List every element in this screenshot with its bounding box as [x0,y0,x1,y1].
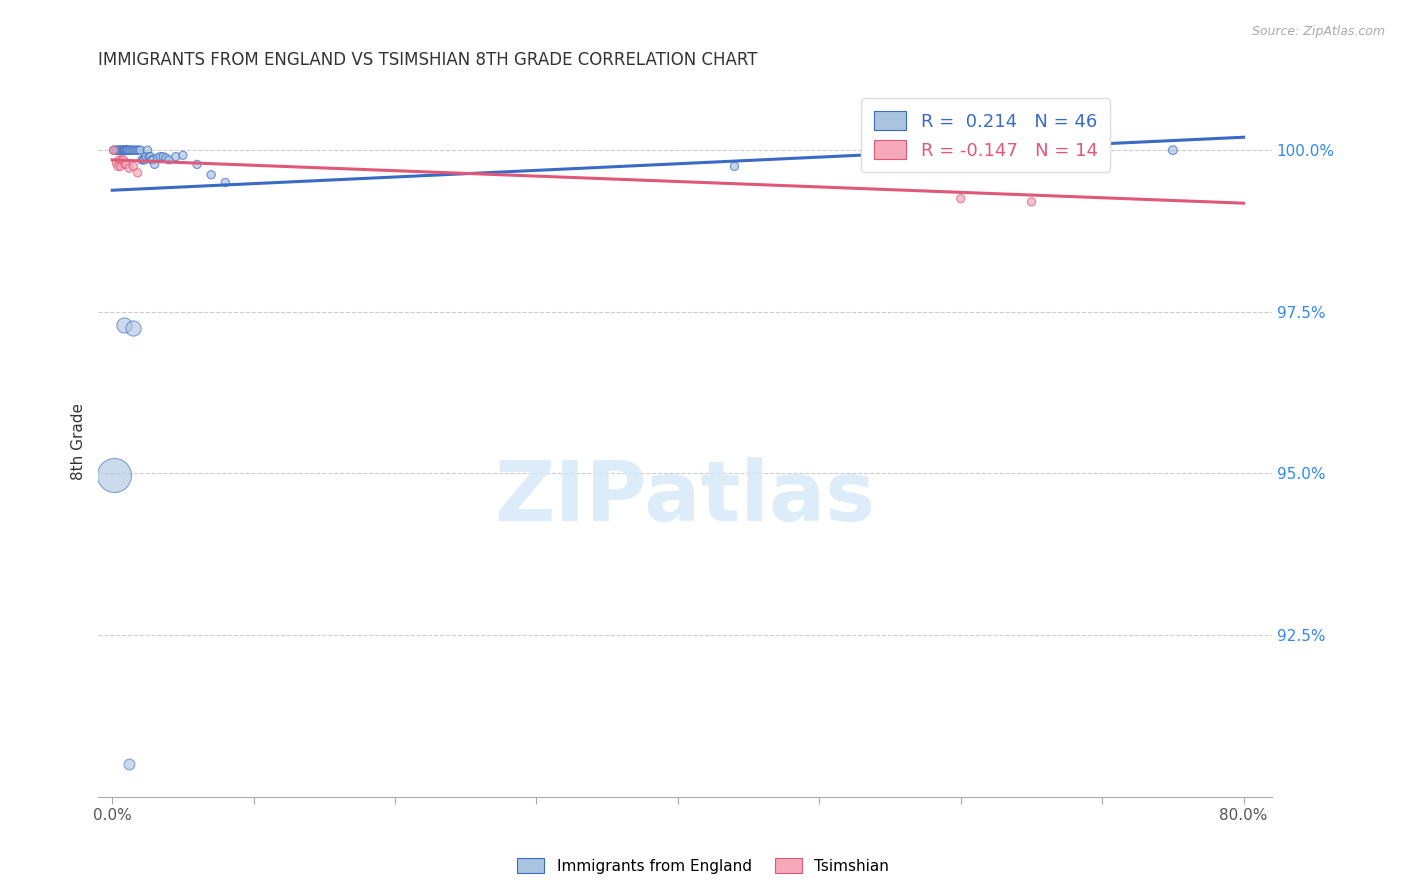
Point [117,143,139,157]
Point [143,157,166,171]
Point [127,166,149,180]
Point [125,143,148,157]
Point [108,143,131,157]
Point [114,157,136,171]
Point [122,159,145,173]
Point [118,757,141,772]
Point [132,153,155,167]
Point [112,318,135,332]
Point [149,150,172,164]
Point [129,143,152,157]
Point [104,143,127,157]
Point [103,143,125,157]
Point [107,143,129,157]
Point [114,143,136,157]
Point [112,153,135,167]
Point [103,143,125,157]
Point [107,159,129,173]
Point [152,150,174,164]
Point [115,143,138,157]
Point [136,143,159,157]
Point [124,143,146,157]
Point [112,143,135,157]
Point [1161,143,1184,157]
Point [186,157,208,171]
Point [949,192,972,206]
Point [165,150,187,164]
Point [200,168,222,182]
Point [115,143,138,157]
Point [131,153,153,167]
Point [135,150,157,164]
Point [1021,194,1043,209]
Text: ZIPatlas: ZIPatlas [495,458,876,539]
Point [139,150,162,164]
Point [118,161,141,176]
Point [122,321,145,335]
Point [120,143,142,157]
Point [155,151,177,165]
Point [214,176,236,190]
Legend: R =  0.214   N = 46, R = -0.147   N = 14: R = 0.214 N = 46, R = -0.147 N = 14 [860,98,1111,172]
Point [142,153,165,167]
Point [118,143,141,157]
Point [103,467,125,482]
Point [141,153,163,167]
Point [108,153,131,167]
Point [138,150,160,164]
Point [111,153,134,167]
Text: IMMIGRANTS FROM ENGLAND VS TSIMSHIAN 8TH GRADE CORRELATION CHART: IMMIGRANTS FROM ENGLAND VS TSIMSHIAN 8TH… [98,51,758,69]
Point [157,153,180,167]
Point [105,156,128,170]
Point [723,159,745,173]
Point [111,143,134,157]
Point [105,143,128,157]
Point [117,143,139,157]
Point [115,157,138,171]
Point [110,143,132,157]
Point [128,143,150,157]
Text: Source: ZipAtlas.com: Source: ZipAtlas.com [1251,25,1385,38]
Point [110,159,132,173]
Y-axis label: 8th Grade: 8th Grade [72,402,86,480]
Point [146,151,169,165]
Point [172,148,194,162]
Point [121,143,143,157]
Point [122,143,145,157]
Point [134,153,156,167]
Point [112,143,135,157]
Legend: Immigrants from England, Tsimshian: Immigrants from England, Tsimshian [510,852,896,880]
Point [114,143,136,157]
Point [127,143,149,157]
